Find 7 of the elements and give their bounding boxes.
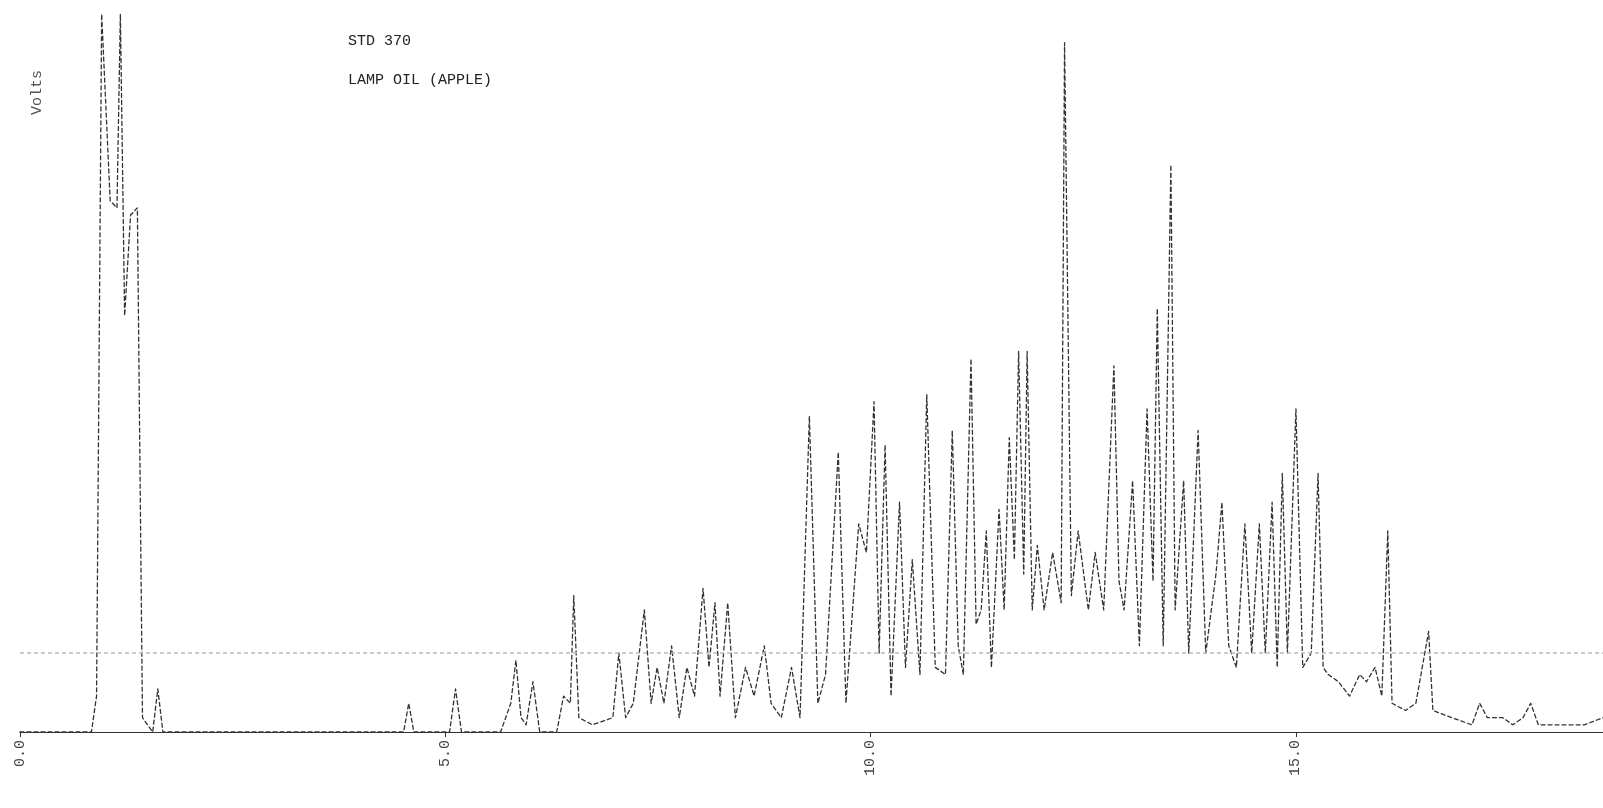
x-tick-label: 5.0 bbox=[436, 740, 454, 768]
annotation: LAMP OIL (APPLE) bbox=[348, 72, 493, 89]
x-tick-label: 10.0 bbox=[862, 740, 880, 777]
annotation: STD 370 bbox=[348, 33, 412, 50]
x-tick-label: 15.0 bbox=[1287, 740, 1305, 777]
x-tick-label: 0.0 bbox=[11, 740, 29, 768]
y-axis-title: Volts bbox=[29, 69, 46, 116]
